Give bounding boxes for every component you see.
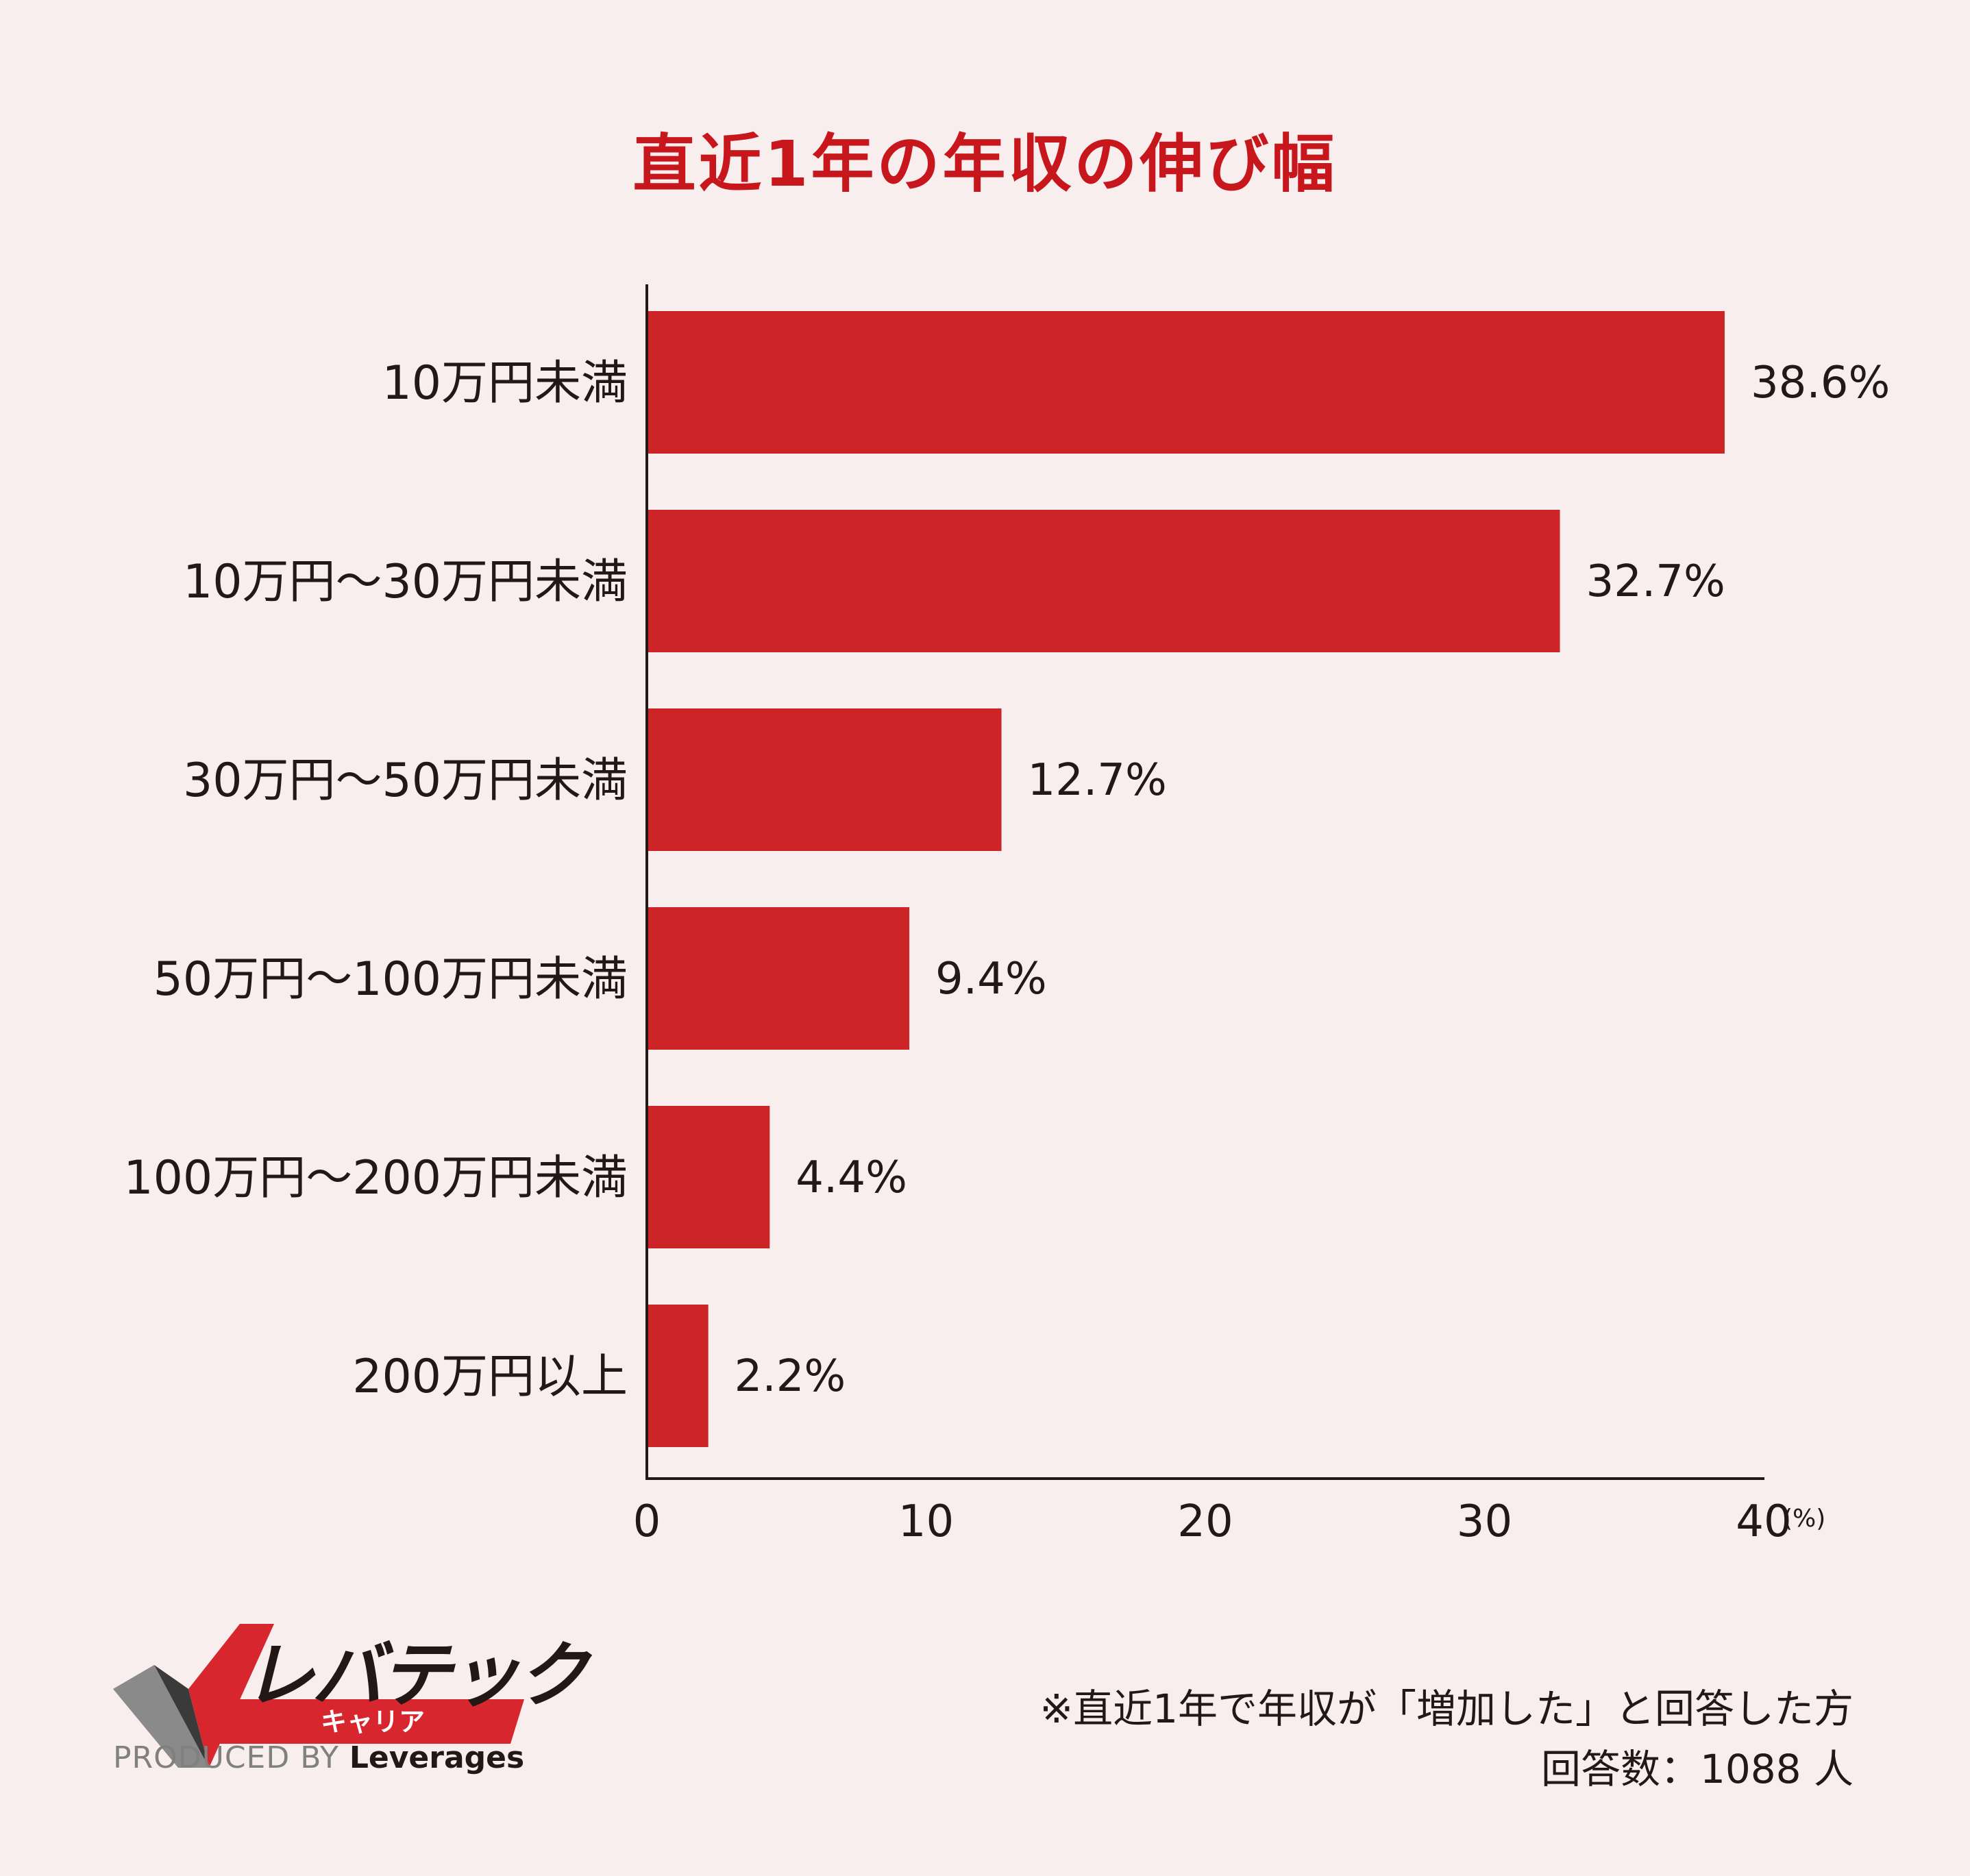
x-axis-unit: (%) — [1783, 1505, 1825, 1533]
value-label-5: 4.4% — [796, 1152, 907, 1203]
logo-check-gray — [113, 1665, 209, 1768]
producer-prefix: PRODUCED BY — [113, 1740, 339, 1775]
bar-6 — [647, 1305, 709, 1447]
producer-name: Leverages — [349, 1740, 525, 1775]
value-label-1: 38.6% — [1751, 358, 1890, 408]
bar-chart: 10万円未満 38.6% 10万円〜30万円未満 32.7% 30万円〜50万円未満 12… — [123, 284, 1890, 1547]
x-tick-30: 30 — [1457, 1496, 1512, 1547]
x-tick-0: 0 — [633, 1496, 661, 1547]
value-label-2: 32.7% — [1586, 556, 1725, 607]
bar-1 — [647, 311, 1725, 454]
footnote-line-2: 回答数：1088 人 — [1540, 1746, 1854, 1792]
leverages-logo — [113, 1624, 524, 1768]
logo-producer: PRODUCED BY Leverages — [113, 1740, 524, 1775]
category-label-5: 100万円〜200万円未満 — [123, 1151, 628, 1205]
x-tick-10: 10 — [898, 1496, 954, 1547]
logo-sub: キャリア — [321, 1707, 426, 1737]
bar-4 — [647, 907, 910, 1050]
logo-sub-band — [202, 1699, 524, 1744]
chart-title: 直近1年の年収の伸び幅 — [632, 127, 1338, 201]
ticks-layer: 0 10 20 30 40 — [633, 1496, 1792, 1547]
value-label-3: 12.7% — [1028, 755, 1167, 806]
footnote-line-1: ※直近1年で年収が「増加した」と回答した方 — [1039, 1686, 1854, 1732]
category-label-2: 10万円〜30万円未満 — [183, 555, 628, 609]
footnote: ※直近1年で年収が「増加した」と回答した方 回答数：1088 人 — [1039, 1679, 1854, 1799]
value-label-4: 9.4% — [935, 954, 1047, 1004]
bar-5 — [647, 1106, 770, 1248]
logo-check-dark — [154, 1665, 209, 1768]
category-label-1: 10万円未満 — [382, 356, 628, 410]
x-tick-20: 20 — [1177, 1496, 1233, 1547]
bars-layer: 10万円未満 38.6% 10万円〜30万円未満 32.7% 30万円〜50万円未満 12… — [123, 311, 1890, 1447]
category-label-6: 200万円以上 — [352, 1350, 628, 1404]
value-label-6: 2.2% — [735, 1351, 846, 1402]
category-label-4: 50万円〜100万円未満 — [153, 952, 628, 1007]
x-tick-40: 40 — [1736, 1496, 1791, 1547]
bar-2 — [647, 510, 1560, 652]
bar-3 — [647, 708, 1002, 851]
category-label-3: 30万円〜50万円未満 — [183, 754, 628, 808]
logo-brand: レバテック — [243, 1633, 589, 1717]
